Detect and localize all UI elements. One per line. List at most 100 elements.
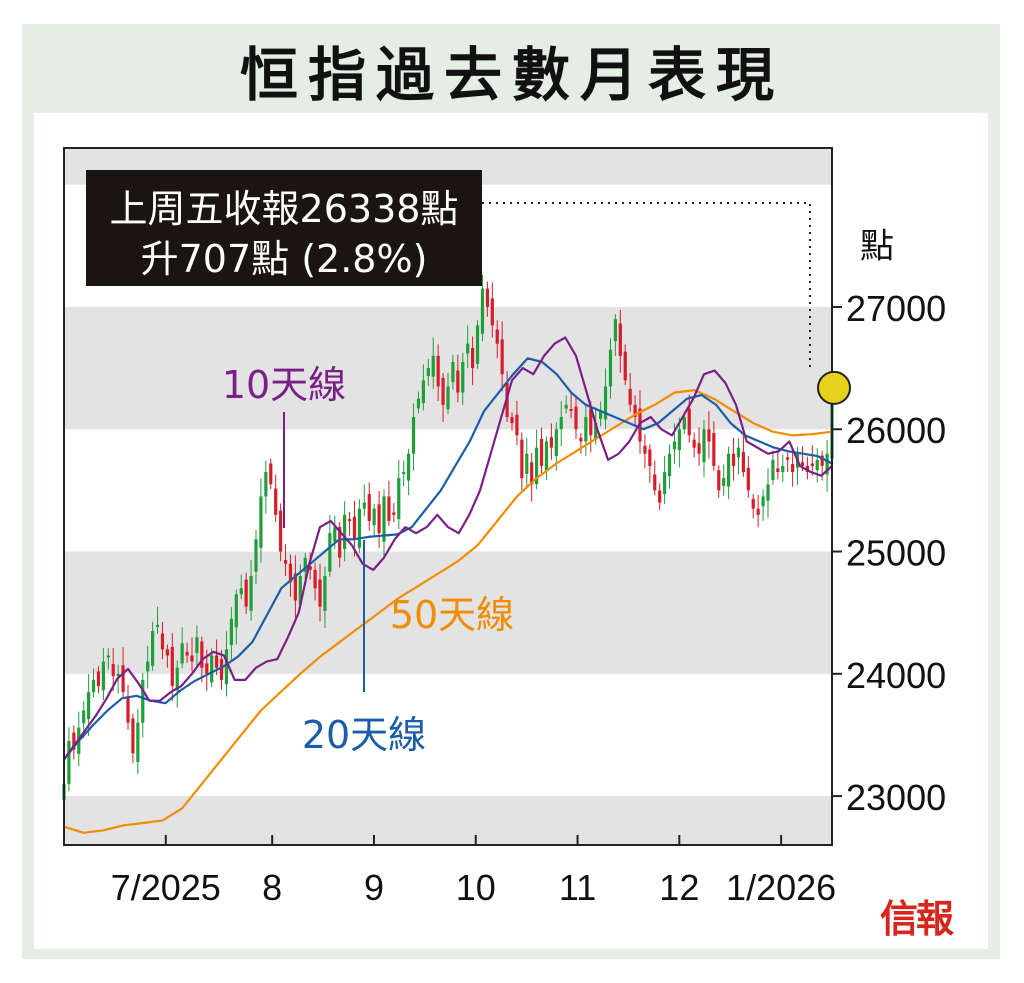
candle-body bbox=[269, 463, 273, 485]
candle-body bbox=[229, 618, 233, 646]
candle-body bbox=[441, 377, 445, 405]
candle-body bbox=[155, 624, 160, 627]
candle-body bbox=[456, 370, 460, 393]
candle-body bbox=[554, 429, 558, 457]
ma50-line bbox=[63, 389, 833, 834]
candle-body bbox=[165, 649, 169, 656]
candle-body bbox=[372, 508, 376, 526]
candle-body bbox=[520, 439, 524, 479]
candle-body bbox=[308, 566, 312, 570]
candle-body bbox=[421, 380, 425, 403]
y-axis-unit: 點 bbox=[860, 226, 894, 266]
candle-body bbox=[525, 453, 529, 474]
candle-body bbox=[530, 462, 534, 485]
candle-body bbox=[397, 478, 401, 520]
candle-body bbox=[707, 429, 711, 442]
candle-body bbox=[279, 510, 283, 552]
candle-body bbox=[539, 439, 544, 466]
x-tick-label: 8 bbox=[262, 867, 282, 908]
candle-body bbox=[786, 457, 790, 460]
candle-body bbox=[490, 298, 494, 326]
candle-body bbox=[303, 557, 307, 572]
ma10-label: 10天線 bbox=[222, 363, 346, 407]
candle-body bbox=[623, 351, 627, 381]
candle-body bbox=[185, 651, 189, 656]
candle-body bbox=[288, 563, 293, 583]
candle-body bbox=[603, 386, 608, 420]
x-tick-label: 9 bbox=[364, 867, 384, 908]
candle-body bbox=[589, 408, 593, 436]
candle-body bbox=[352, 516, 357, 540]
candle-body bbox=[254, 539, 258, 572]
candle-body bbox=[190, 655, 194, 662]
candle-body bbox=[180, 643, 184, 664]
candle-body bbox=[136, 722, 140, 762]
ma50-label: 50天線 bbox=[390, 593, 514, 637]
candle-body bbox=[195, 637, 199, 654]
candle-body bbox=[677, 429, 681, 451]
candle-body bbox=[67, 741, 71, 784]
candle-body bbox=[781, 465, 785, 473]
candle-body bbox=[82, 710, 86, 724]
candle-body bbox=[382, 496, 386, 542]
candle-body bbox=[343, 514, 347, 550]
candle-body bbox=[756, 508, 760, 515]
candle-body bbox=[672, 441, 677, 450]
candle-body bbox=[569, 409, 573, 412]
candle-body bbox=[471, 347, 475, 369]
candle-body bbox=[407, 453, 411, 481]
candle-body bbox=[480, 288, 485, 334]
candle-body bbox=[643, 445, 647, 454]
candle-body bbox=[559, 417, 563, 430]
y-tick-label: 23000 bbox=[846, 777, 946, 818]
candle-body bbox=[535, 447, 539, 485]
candle-body bbox=[72, 732, 76, 750]
candle-body bbox=[249, 575, 253, 611]
candle-body bbox=[771, 459, 775, 480]
candle-body bbox=[338, 527, 342, 558]
candle-body bbox=[712, 432, 716, 466]
ma10-line bbox=[63, 336, 833, 761]
candle-body bbox=[87, 692, 91, 720]
candle-body bbox=[146, 661, 150, 672]
candle-body bbox=[648, 449, 652, 466]
candle-body bbox=[746, 467, 750, 491]
candle-body bbox=[170, 646, 174, 687]
candle-body bbox=[392, 512, 396, 515]
candle-body bbox=[820, 455, 824, 466]
candle-body bbox=[702, 429, 706, 463]
candle-body bbox=[116, 673, 120, 677]
candle-body bbox=[224, 649, 229, 685]
candle-body bbox=[579, 437, 583, 442]
x-tick-label: 10 bbox=[456, 867, 496, 908]
candle-body bbox=[682, 417, 686, 430]
y-tick-label: 26000 bbox=[846, 410, 946, 451]
candle-body bbox=[101, 661, 105, 691]
candle-body bbox=[653, 474, 657, 491]
candle-body bbox=[800, 462, 805, 466]
candle-body bbox=[111, 664, 115, 677]
candle-body bbox=[633, 404, 637, 418]
candle-body bbox=[608, 349, 613, 387]
candle-body bbox=[259, 496, 263, 548]
candle-body bbox=[613, 319, 617, 342]
candle-body bbox=[564, 404, 568, 409]
ma20-label: 20天線 bbox=[302, 713, 426, 757]
candle-body bbox=[131, 718, 135, 754]
candle-body bbox=[205, 663, 209, 674]
candle-body bbox=[91, 679, 96, 693]
candle-body bbox=[411, 417, 416, 454]
candle-body bbox=[584, 417, 588, 442]
candle-body bbox=[466, 343, 470, 354]
candle-body bbox=[347, 519, 352, 522]
candle-body bbox=[731, 453, 736, 466]
candle-body bbox=[215, 655, 219, 668]
latest-close-marker bbox=[817, 370, 851, 405]
candle-body bbox=[663, 472, 667, 495]
candle-body bbox=[446, 386, 450, 410]
candle-body bbox=[549, 437, 553, 448]
candle-body bbox=[722, 478, 726, 487]
candle-body bbox=[318, 579, 322, 607]
candle-body bbox=[791, 464, 795, 473]
candle-body bbox=[357, 508, 361, 548]
